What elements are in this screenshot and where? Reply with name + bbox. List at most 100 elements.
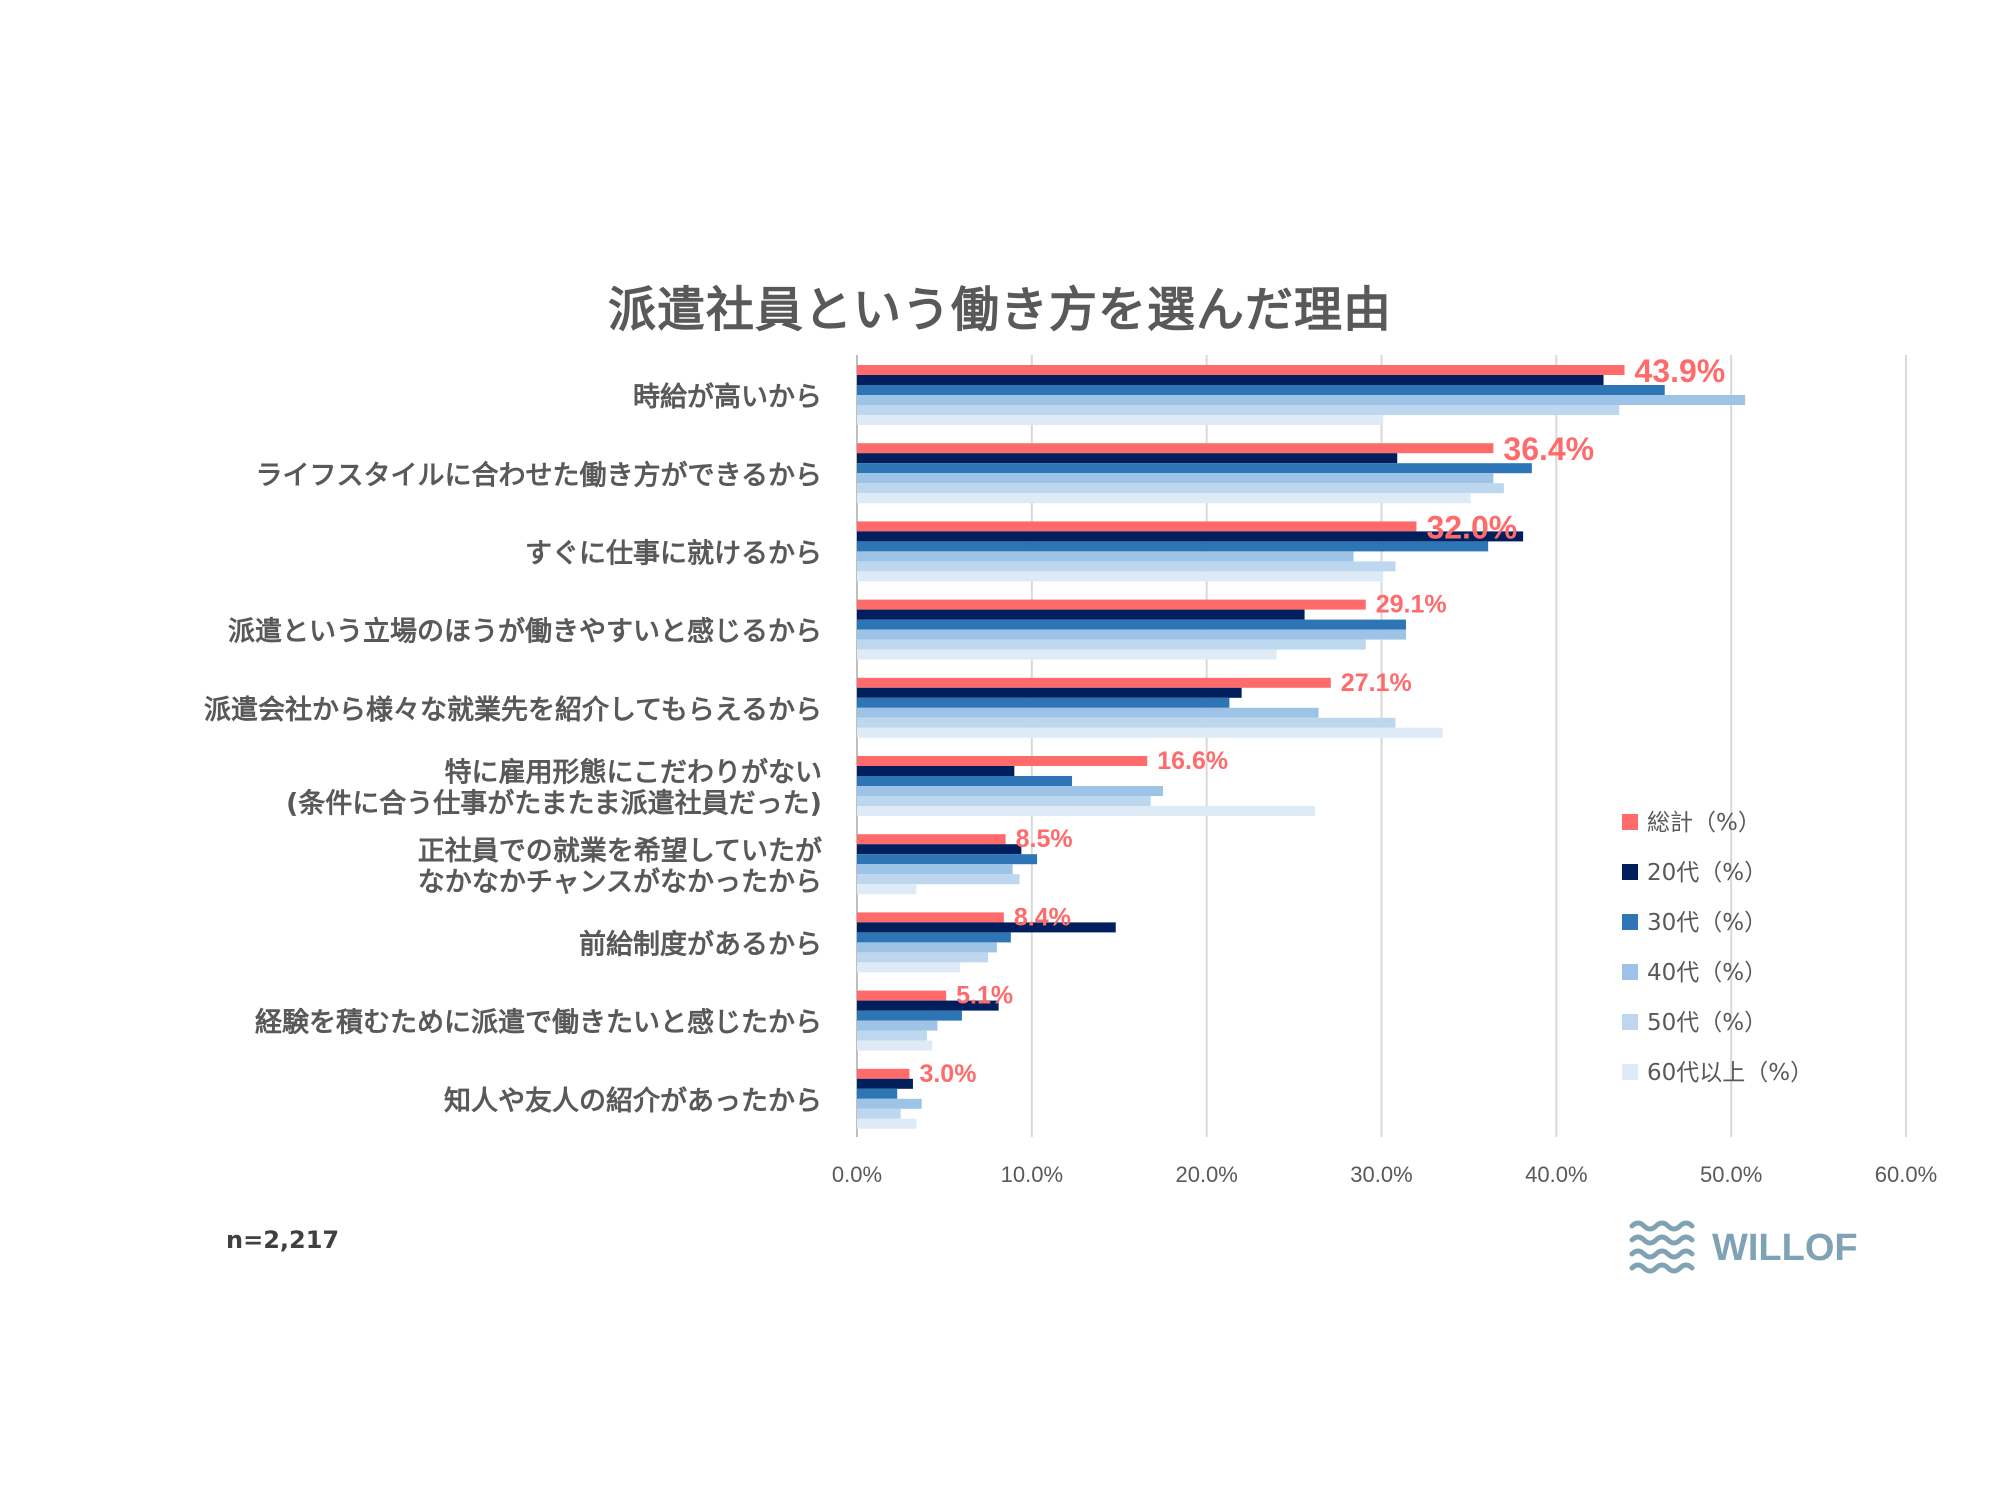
bar-series-4 (857, 639, 1366, 650)
bar-series-2 (857, 541, 1489, 552)
x-tick-label: 50.0% (1700, 1162, 1762, 1187)
category-label: ライフスタイルに合わせた働き方ができるから (256, 459, 822, 491)
bar-series-4 (857, 561, 1396, 572)
logo-text: WILLOF (1712, 1227, 1858, 1269)
legend-swatch (1622, 1014, 1638, 1030)
bar-series-3 (857, 864, 1013, 875)
legend-label: 総計（%） (1647, 810, 1761, 836)
bar-series-5 (857, 962, 961, 973)
bar-series-1 (857, 844, 1022, 855)
bar-series-2 (857, 932, 1011, 943)
bar-series-2 (857, 1010, 962, 1021)
bar-series-2 (857, 854, 1038, 865)
bar-total (857, 677, 1331, 688)
category-label: (条件に合う仕事がたまたま派遣社員だった) (286, 788, 822, 820)
bar-total (857, 756, 1148, 766)
category-label: 派遣会社から様々な就業先を紹介してもらえるから (204, 694, 822, 726)
bar-series-5 (857, 806, 1316, 816)
bar-series-3 (857, 707, 1319, 718)
data-label: 36.4% (1503, 431, 1594, 467)
bar-series-5 (857, 884, 917, 895)
bar-series-3 (857, 395, 1746, 405)
bar-total (857, 599, 1366, 610)
legend-label: 50代（%） (1647, 1010, 1767, 1036)
legend-swatch (1622, 914, 1638, 930)
data-label: 8.4% (1014, 903, 1071, 931)
bar-series-2 (857, 1088, 898, 1099)
legend-swatch (1622, 1064, 1638, 1080)
bar-series-5 (857, 649, 1277, 660)
category-label: 特に雇用形態にこだわりがない (445, 757, 822, 789)
data-label: 29.1% (1376, 591, 1447, 619)
bar-series-3 (857, 786, 1163, 796)
bar-series-3 (857, 629, 1406, 640)
data-label: 8.5% (1016, 825, 1073, 853)
data-label: 5.1% (956, 982, 1013, 1010)
bar-series-2 (857, 619, 1406, 630)
data-label: 3.0% (919, 1060, 976, 1088)
category-label: 時給が高いから (633, 381, 822, 413)
chart-title: 派遣社員という働き方を選んだ理由 (607, 282, 1392, 338)
bar-series-3 (857, 551, 1354, 562)
bar-series-1 (857, 453, 1398, 464)
willof-logo: WILLOF (1629, 1220, 1858, 1274)
bar-series-3 (857, 473, 1494, 484)
bar-total (857, 365, 1625, 375)
legend-swatch (1622, 964, 1638, 980)
bar-series-4 (857, 1030, 927, 1041)
bar-series-4 (857, 1108, 901, 1119)
legend-label: 40代（%） (1647, 960, 1767, 986)
bar-series-3 (857, 1098, 922, 1109)
legend-swatch (1622, 864, 1638, 880)
bar-total (857, 1068, 910, 1079)
bar-series-1 (857, 375, 1604, 385)
legend-label: 60代以上（%） (1647, 1060, 1813, 1086)
data-label: 32.0% (1426, 509, 1517, 545)
data-label: 27.1% (1341, 669, 1412, 697)
category-label: 派遣という立場のほうが働きやすいと感じるから (228, 616, 822, 648)
bar-series-5 (857, 1040, 933, 1051)
bar-series-3 (857, 1020, 938, 1031)
category-label: 正社員での就業を希望していたが (418, 835, 822, 867)
legend-label: 20代（%） (1647, 860, 1767, 886)
category-label: なかなかチャンスがなかったから (418, 866, 822, 898)
bar-series-1 (857, 609, 1305, 620)
bar-series-5 (857, 727, 1443, 738)
wave-icon (1629, 1220, 1695, 1274)
x-tick-label: 30.0% (1350, 1162, 1412, 1187)
legend-swatch (1622, 814, 1638, 830)
x-tick-label: 40.0% (1525, 1162, 1587, 1187)
sample-size: n=2,217 (226, 1226, 340, 1254)
bar-series-4 (857, 717, 1396, 728)
bar-total (857, 990, 947, 1001)
bar-series-1 (857, 531, 1524, 542)
bar-series-2 (857, 697, 1230, 708)
bar-total (857, 443, 1494, 454)
bar-series-1 (857, 687, 1242, 698)
bar-series-1 (857, 1078, 913, 1089)
x-tick-label: 0.0% (832, 1162, 882, 1187)
legend-label: 30代（%） (1647, 910, 1767, 936)
bar-series-5 (857, 493, 1471, 504)
bar-series-3 (857, 942, 997, 953)
bar-series-4 (857, 796, 1151, 806)
bar-series-1 (857, 1000, 999, 1011)
data-label: 16.6% (1157, 747, 1228, 775)
bar-series-2 (857, 385, 1665, 395)
x-tick-label: 10.0% (1001, 1162, 1063, 1187)
bar-series-1 (857, 922, 1116, 933)
bar-series-4 (857, 405, 1620, 415)
bar-total (857, 834, 1006, 845)
bar-series-5 (857, 1118, 917, 1129)
x-tick-label: 20.0% (1175, 1162, 1237, 1187)
bar-series-2 (857, 776, 1073, 786)
category-label: すぐに仕事に就けるから (525, 539, 822, 570)
bar-total (857, 912, 1004, 923)
category-label: 経験を積むために派遣で働きたいと感じたから (255, 1007, 822, 1039)
bar-series-2 (857, 463, 1532, 474)
category-label: 前給制度があるから (579, 929, 822, 961)
bar-total (857, 521, 1417, 532)
category-label: 知人や友人の紹介があったから (444, 1085, 822, 1117)
bar-series-5 (857, 571, 1384, 582)
